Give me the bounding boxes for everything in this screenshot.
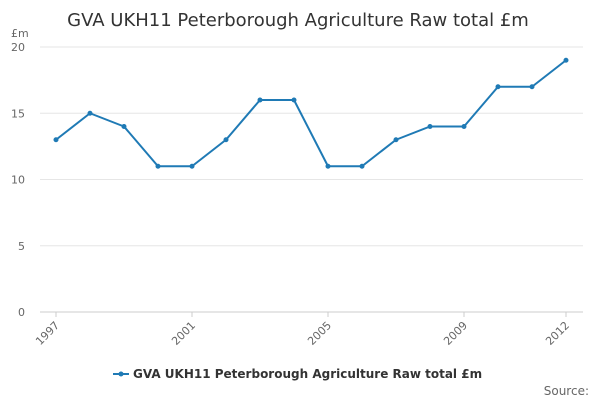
series-layer — [53, 57, 569, 169]
y-axis-tick-labels: 0 5 10 15 20 — [11, 41, 25, 319]
data-point[interactable] — [121, 124, 127, 129]
gridlines — [40, 46, 583, 313]
x-axis-tick-labels: 1997 2001 2005 2009 2012 — [33, 312, 572, 348]
y-tick-label: 15 — [11, 107, 25, 120]
legend-label: GVA UKH11 Peterborough Agriculture Raw t… — [133, 367, 482, 381]
y-tick-label: 5 — [18, 240, 25, 253]
data-point[interactable] — [359, 163, 365, 169]
data-point[interactable] — [529, 84, 535, 90]
data-point[interactable] — [53, 137, 59, 143]
data-point[interactable] — [563, 57, 569, 63]
legend-swatch-marker — [118, 371, 124, 377]
x-tick-label: 2009 — [441, 319, 470, 348]
x-tick-label: 2001 — [169, 319, 198, 348]
data-point[interactable] — [155, 163, 161, 169]
x-tick-label: 2012 — [543, 319, 572, 348]
chart-title: GVA UKH11 Peterborough Agriculture Raw t… — [67, 10, 529, 31]
y-axis-unit-label: £m — [11, 27, 29, 40]
data-point[interactable] — [291, 97, 297, 103]
data-point[interactable] — [393, 137, 399, 143]
data-point[interactable] — [495, 84, 501, 90]
data-point[interactable] — [427, 124, 433, 129]
y-tick-label: 0 — [18, 306, 25, 319]
x-tick-label: 2005 — [305, 319, 334, 348]
source-label: Source: — [544, 384, 589, 398]
data-point[interactable] — [223, 137, 229, 143]
data-point[interactable] — [189, 163, 195, 169]
y-tick-label: 20 — [11, 41, 25, 54]
y-tick-label: 10 — [11, 174, 25, 187]
data-point[interactable] — [87, 110, 93, 116]
data-point[interactable] — [257, 97, 263, 103]
x-tick-label: 1997 — [33, 319, 62, 348]
series-line[interactable] — [55, 59, 567, 168]
data-point[interactable] — [461, 124, 467, 129]
legend[interactable]: GVA UKH11 Peterborough Agriculture Raw t… — [113, 367, 482, 381]
data-point[interactable] — [325, 163, 331, 169]
